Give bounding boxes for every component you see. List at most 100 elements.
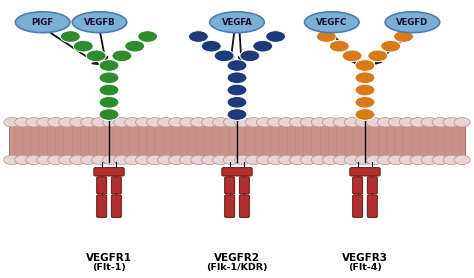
Circle shape xyxy=(48,118,64,127)
FancyBboxPatch shape xyxy=(239,177,249,194)
Circle shape xyxy=(443,155,459,165)
Circle shape xyxy=(377,118,393,127)
Circle shape xyxy=(355,60,375,71)
Text: VEGFR2: VEGFR2 xyxy=(214,253,260,263)
Circle shape xyxy=(227,109,247,120)
Circle shape xyxy=(289,118,305,127)
Circle shape xyxy=(366,118,383,127)
Circle shape xyxy=(388,155,404,165)
Circle shape xyxy=(26,155,42,165)
Bar xyxy=(9,125,465,157)
FancyBboxPatch shape xyxy=(225,177,235,194)
FancyBboxPatch shape xyxy=(353,195,363,217)
Circle shape xyxy=(212,155,228,165)
Text: VEGFA: VEGFA xyxy=(222,18,252,27)
Ellipse shape xyxy=(385,12,439,33)
Circle shape xyxy=(246,155,262,165)
Circle shape xyxy=(212,118,228,127)
Circle shape xyxy=(267,155,283,165)
Text: VEGFR1: VEGFR1 xyxy=(86,253,132,263)
FancyBboxPatch shape xyxy=(367,195,377,217)
Circle shape xyxy=(235,155,251,165)
Text: VEGFR3: VEGFR3 xyxy=(342,253,388,263)
Circle shape xyxy=(15,155,31,165)
Text: (Flt-4): (Flt-4) xyxy=(348,263,382,272)
Circle shape xyxy=(146,155,163,165)
Circle shape xyxy=(388,118,404,127)
Circle shape xyxy=(59,118,75,127)
Circle shape xyxy=(137,31,157,42)
Circle shape xyxy=(99,96,119,108)
Circle shape xyxy=(114,118,130,127)
Circle shape xyxy=(223,118,239,127)
Circle shape xyxy=(125,40,145,52)
FancyBboxPatch shape xyxy=(350,168,380,176)
Circle shape xyxy=(322,118,338,127)
Circle shape xyxy=(15,118,31,127)
Circle shape xyxy=(355,72,375,84)
Circle shape xyxy=(322,155,338,165)
Circle shape xyxy=(301,155,317,165)
FancyBboxPatch shape xyxy=(222,168,252,176)
Circle shape xyxy=(355,84,375,96)
Ellipse shape xyxy=(210,12,264,33)
Circle shape xyxy=(81,118,97,127)
Circle shape xyxy=(235,118,251,127)
FancyBboxPatch shape xyxy=(111,195,121,217)
Circle shape xyxy=(289,155,305,165)
Circle shape xyxy=(26,118,42,127)
Circle shape xyxy=(37,118,53,127)
Circle shape xyxy=(125,155,141,165)
Circle shape xyxy=(59,155,75,165)
Ellipse shape xyxy=(72,12,127,33)
Circle shape xyxy=(214,50,234,62)
Circle shape xyxy=(410,118,426,127)
Ellipse shape xyxy=(15,12,70,33)
Circle shape xyxy=(227,84,247,96)
Text: (Flk-1/KDR): (Flk-1/KDR) xyxy=(206,263,268,272)
Circle shape xyxy=(393,31,413,42)
Circle shape xyxy=(91,155,108,165)
Circle shape xyxy=(432,118,448,127)
Circle shape xyxy=(355,118,371,127)
Circle shape xyxy=(48,155,64,165)
Circle shape xyxy=(246,118,262,127)
Circle shape xyxy=(333,118,349,127)
Circle shape xyxy=(366,155,383,165)
Circle shape xyxy=(454,118,470,127)
Circle shape xyxy=(70,118,86,127)
FancyBboxPatch shape xyxy=(97,177,107,194)
Circle shape xyxy=(301,118,317,127)
Circle shape xyxy=(311,155,328,165)
Circle shape xyxy=(421,118,437,127)
Circle shape xyxy=(4,118,20,127)
Circle shape xyxy=(410,155,426,165)
Circle shape xyxy=(381,40,401,52)
Circle shape xyxy=(191,155,207,165)
Circle shape xyxy=(114,155,130,165)
Circle shape xyxy=(86,50,106,62)
Circle shape xyxy=(180,118,196,127)
Circle shape xyxy=(342,50,362,62)
Circle shape xyxy=(368,50,388,62)
Text: VEGFC: VEGFC xyxy=(316,18,347,27)
Circle shape xyxy=(191,118,207,127)
Circle shape xyxy=(227,96,247,108)
Circle shape xyxy=(311,118,328,127)
Circle shape xyxy=(399,155,415,165)
Circle shape xyxy=(253,40,273,52)
Circle shape xyxy=(37,155,53,165)
Circle shape xyxy=(443,118,459,127)
Circle shape xyxy=(223,155,239,165)
Circle shape xyxy=(180,155,196,165)
Text: PIGF: PIGF xyxy=(32,18,54,27)
Circle shape xyxy=(267,118,283,127)
Circle shape xyxy=(201,155,218,165)
FancyBboxPatch shape xyxy=(225,195,235,217)
Circle shape xyxy=(256,118,273,127)
Circle shape xyxy=(125,118,141,127)
Circle shape xyxy=(169,118,185,127)
Circle shape xyxy=(112,50,132,62)
Circle shape xyxy=(344,155,360,165)
Circle shape xyxy=(329,40,349,52)
